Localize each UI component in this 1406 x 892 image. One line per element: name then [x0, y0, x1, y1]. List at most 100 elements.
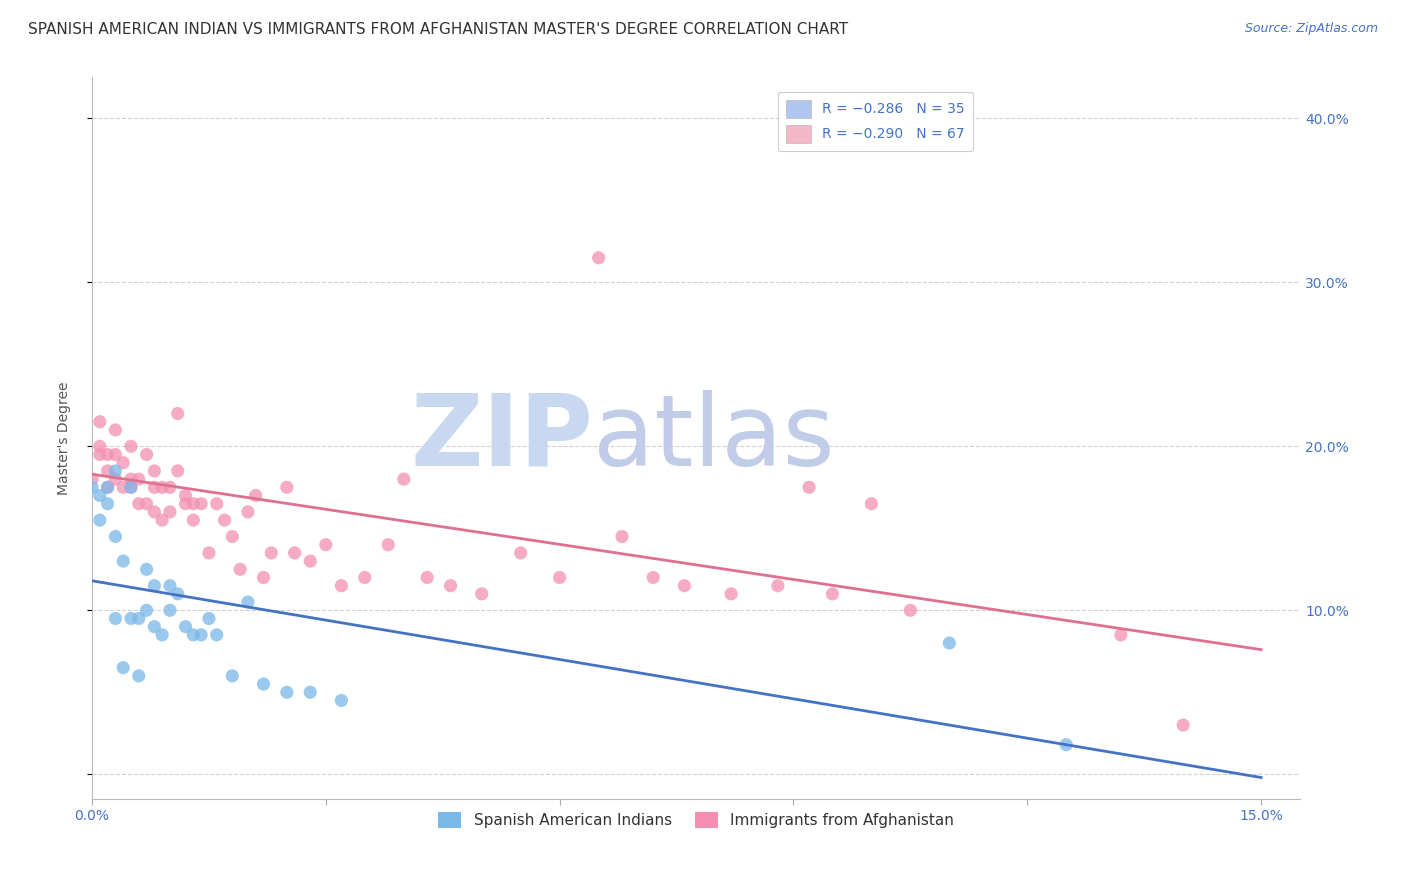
Point	[860, 497, 883, 511]
Point	[174, 620, 197, 634]
Point	[330, 579, 353, 593]
Point	[643, 570, 665, 584]
Point	[720, 587, 742, 601]
Point	[135, 603, 157, 617]
Point	[198, 611, 221, 625]
Point	[159, 603, 181, 617]
Point	[245, 489, 267, 503]
Point	[392, 472, 415, 486]
Point	[135, 497, 157, 511]
Point	[1173, 718, 1195, 732]
Point	[588, 251, 610, 265]
Point	[190, 497, 212, 511]
Point	[150, 628, 173, 642]
Point	[143, 505, 166, 519]
Point	[610, 529, 633, 543]
Point	[120, 472, 142, 486]
Point	[898, 603, 921, 617]
Point	[89, 489, 111, 503]
Point	[471, 587, 494, 601]
Point	[89, 448, 111, 462]
Point	[183, 628, 205, 642]
Point	[166, 407, 188, 421]
Point	[183, 513, 205, 527]
Text: atlas: atlas	[593, 390, 835, 487]
Point	[104, 464, 127, 478]
Legend: Spanish American Indians, Immigrants from Afghanistan: Spanish American Indians, Immigrants fro…	[432, 805, 960, 835]
Point	[174, 497, 197, 511]
Point	[128, 669, 150, 683]
Point	[104, 448, 127, 462]
Point	[143, 579, 166, 593]
Point	[1054, 738, 1077, 752]
Point	[112, 554, 135, 568]
Point	[236, 595, 259, 609]
Point	[439, 579, 461, 593]
Point	[120, 480, 142, 494]
Point	[353, 570, 375, 584]
Point	[89, 513, 111, 527]
Point	[97, 480, 120, 494]
Point	[205, 497, 228, 511]
Point	[1109, 628, 1132, 642]
Point	[112, 456, 135, 470]
Point	[104, 423, 127, 437]
Point	[135, 562, 157, 576]
Point	[205, 628, 228, 642]
Point	[166, 464, 188, 478]
Point	[174, 489, 197, 503]
Point	[938, 636, 960, 650]
Point	[97, 448, 120, 462]
Point	[260, 546, 283, 560]
Point	[183, 497, 205, 511]
Point	[104, 472, 127, 486]
Point	[112, 480, 135, 494]
Point	[120, 439, 142, 453]
Point	[236, 505, 259, 519]
Point	[97, 464, 120, 478]
Point	[299, 685, 322, 699]
Point	[104, 611, 127, 625]
Point	[229, 562, 252, 576]
Point	[221, 669, 243, 683]
Point	[150, 513, 173, 527]
Point	[159, 505, 181, 519]
Point	[128, 497, 150, 511]
Point	[416, 570, 439, 584]
Point	[198, 546, 221, 560]
Point	[89, 415, 111, 429]
Point	[112, 661, 135, 675]
Point	[766, 579, 789, 593]
Point	[128, 611, 150, 625]
Text: SPANISH AMERICAN INDIAN VS IMMIGRANTS FROM AFGHANISTAN MASTER'S DEGREE CORRELATI: SPANISH AMERICAN INDIAN VS IMMIGRANTS FR…	[28, 22, 848, 37]
Point	[252, 677, 274, 691]
Point	[143, 464, 166, 478]
Point	[143, 480, 166, 494]
Point	[135, 448, 157, 462]
Point	[128, 472, 150, 486]
Point	[214, 513, 236, 527]
Text: Source: ZipAtlas.com: Source: ZipAtlas.com	[1244, 22, 1378, 36]
Point	[143, 620, 166, 634]
Y-axis label: Master's Degree: Master's Degree	[58, 382, 72, 495]
Point	[299, 554, 322, 568]
Point	[284, 546, 307, 560]
Point	[150, 480, 173, 494]
Point	[330, 693, 353, 707]
Point	[509, 546, 531, 560]
Point	[80, 472, 103, 486]
Point	[190, 628, 212, 642]
Point	[315, 538, 337, 552]
Point	[80, 480, 103, 494]
Point	[97, 480, 120, 494]
Point	[104, 529, 127, 543]
Text: ZIP: ZIP	[411, 390, 593, 487]
Point	[252, 570, 274, 584]
Point	[159, 579, 181, 593]
Point	[377, 538, 399, 552]
Point	[120, 480, 142, 494]
Point	[97, 497, 120, 511]
Point	[797, 480, 820, 494]
Point	[673, 579, 696, 593]
Point	[276, 480, 298, 494]
